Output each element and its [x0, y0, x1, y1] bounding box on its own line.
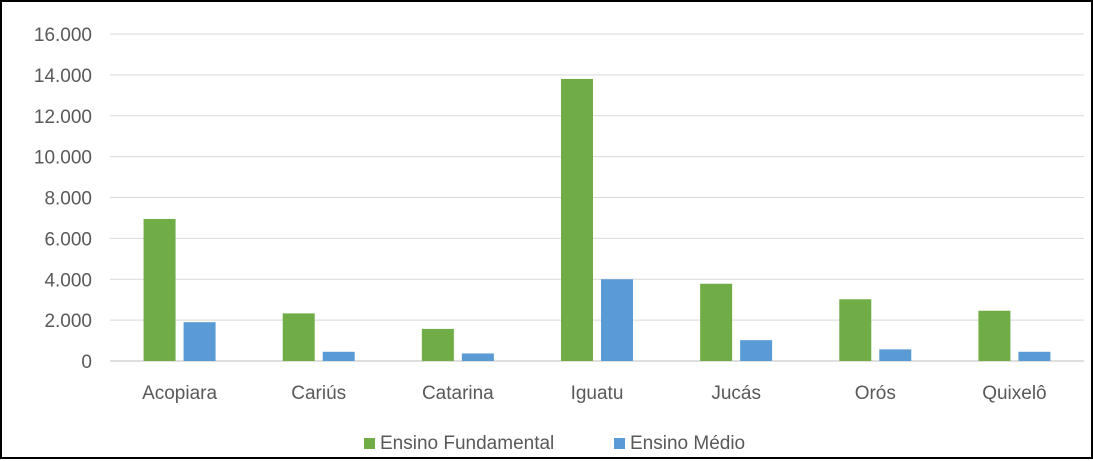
- y-tick-label: 12.000: [34, 107, 92, 128]
- x-tick-label: Orós: [855, 383, 896, 404]
- y-tick-label: 6.000: [44, 229, 92, 250]
- bar-medio: [322, 351, 355, 361]
- y-tick-label: 0: [81, 352, 92, 373]
- x-tick-label: Iguatu: [571, 383, 624, 404]
- bar-medio: [183, 322, 216, 361]
- y-tick-label: 14.000: [34, 66, 92, 87]
- x-tick-label: Catarina: [422, 383, 494, 404]
- legend-label: Ensino Fundamental: [380, 433, 554, 454]
- bar-medio: [1018, 351, 1051, 361]
- bar-medio: [601, 279, 633, 361]
- y-tick-label: 10.000: [34, 148, 92, 169]
- bar-fundamental: [282, 313, 315, 361]
- bar-medio: [461, 353, 494, 361]
- x-tick-label: Cariús: [291, 383, 346, 404]
- legend-swatch: [364, 438, 375, 449]
- bar-fundamental: [978, 310, 1011, 361]
- bar-medio: [740, 340, 773, 361]
- bar-medio: [879, 349, 912, 361]
- x-tick-label: Acopiara: [142, 383, 217, 404]
- x-tick-label: Jucás: [711, 383, 761, 404]
- x-tick-label: Quixelô: [982, 383, 1046, 404]
- bar-fundamental: [700, 283, 733, 361]
- y-tick-label: 8.000: [44, 189, 92, 210]
- y-tick-label: 16.000: [34, 25, 92, 46]
- legend-label: Ensino Médio: [630, 433, 745, 454]
- bar-fundamental: [561, 78, 593, 362]
- bar-fundamental: [421, 328, 454, 361]
- bar-fundamental: [839, 299, 872, 361]
- legend-swatch: [614, 438, 625, 449]
- bar-fundamental: [143, 218, 176, 361]
- y-tick-label: 4.000: [44, 270, 92, 291]
- y-tick-label: 2.000: [44, 311, 92, 332]
